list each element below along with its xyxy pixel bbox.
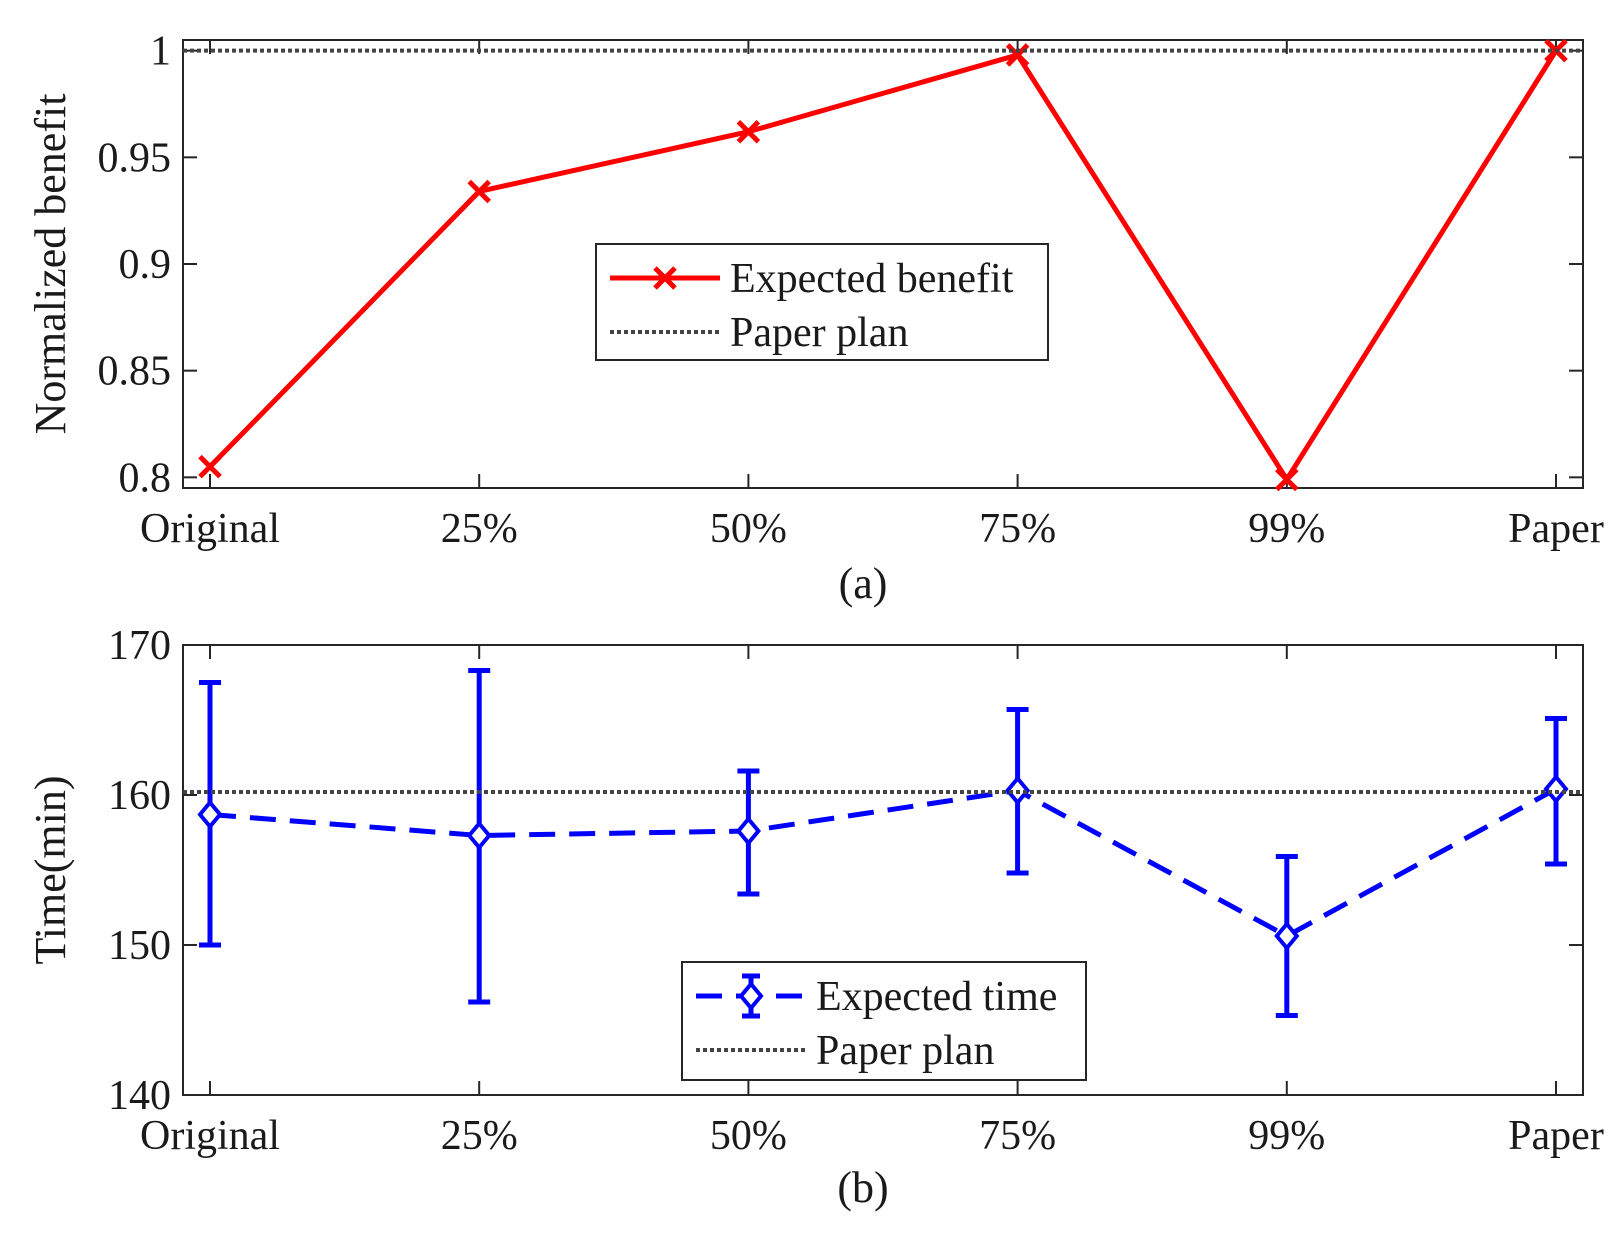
- data-point: [1274, 920, 1300, 952]
- y-tick-label: 160: [108, 773, 171, 819]
- data-point: [735, 815, 762, 847]
- x-tick-label: 50%: [710, 1113, 787, 1159]
- data-point: [1275, 467, 1299, 492]
- y-tick-label: 1: [150, 29, 171, 75]
- y-axis-label: Normalized benefit: [26, 94, 75, 435]
- legend-box: [595, 243, 1049, 361]
- y-axis-label: Time(min): [26, 775, 75, 964]
- legend-label: Paper plan: [816, 1028, 994, 1074]
- y-tick-label: 170: [108, 623, 171, 669]
- x-tick-label: Original: [140, 506, 280, 552]
- data-point: [1543, 773, 1569, 805]
- data-point: [736, 119, 761, 144]
- legend-label: Expected benefit: [730, 256, 1014, 302]
- y-tick-label: 140: [108, 1073, 171, 1119]
- legend: Expected time Paper plan: [681, 961, 1087, 1081]
- data-point: [197, 799, 223, 830]
- legend: Expected benefit Paper plan: [595, 243, 1049, 361]
- x-tick-label: Original: [140, 1113, 280, 1159]
- series-expected-benefit: [198, 38, 1568, 492]
- x-tick-label: 75%: [979, 1113, 1056, 1159]
- legend-label: Paper plan: [730, 310, 908, 356]
- data-point: [466, 820, 492, 851]
- y-tick-label: 0.9: [119, 242, 172, 288]
- y-tick-label: 0.8: [119, 455, 172, 501]
- chart-panel-b: 140 150 160 170 Original 25% 50% 75% 99% Paper Tim…: [26, 623, 1604, 1212]
- plot-area-box: [182, 644, 1584, 1096]
- x-tick-label: 75%: [979, 506, 1056, 552]
- x-tick-label: 99%: [1248, 1113, 1325, 1159]
- y-tick-label: 150: [108, 923, 171, 969]
- series-line: [208, 49, 1559, 485]
- y-tick-label: 0.95: [98, 135, 172, 181]
- chart-panel-a: 0.8 0.85 0.9 0.95 1 Original 25% 50% 75% 99% Paper…: [26, 29, 1604, 608]
- data-point: [1005, 43, 1030, 67]
- legend-label: Expected time: [816, 974, 1057, 1020]
- x-tick-label: 99%: [1248, 506, 1325, 552]
- data-point: [198, 454, 222, 479]
- x-tick-label: 50%: [710, 506, 787, 552]
- x-tick-label: 25%: [441, 1113, 518, 1159]
- panel-label: (b): [837, 1163, 888, 1212]
- y-tick-label: 0.85: [98, 349, 172, 395]
- panel-label: (a): [839, 559, 888, 608]
- legend-marker: [653, 266, 677, 290]
- data-point: [467, 179, 491, 204]
- series-line: [209, 786, 1558, 939]
- x-tick-label: 25%: [441, 506, 518, 552]
- x-tick-label: Paper: [1508, 1113, 1604, 1159]
- x-tick-label: Paper: [1508, 506, 1604, 552]
- legend-marker: [738, 980, 764, 1012]
